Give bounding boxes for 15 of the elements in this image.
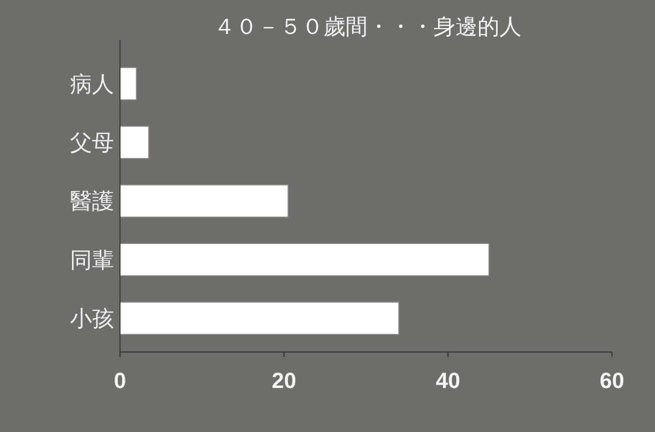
y-tick-label: 同輩 <box>70 248 114 274</box>
y-tick-label: 父母 <box>70 131 114 156</box>
y-tick-label: 小孩 <box>70 306 114 332</box>
x-tick-label: 60 <box>600 368 624 393</box>
bar <box>120 243 490 276</box>
x-tick-label: 40 <box>436 368 460 393</box>
bar <box>120 302 400 335</box>
x-tick-label: 20 <box>272 368 296 393</box>
y-tick-label: 醫護 <box>70 190 114 215</box>
chart-title: ４０－５０歲間・・・身邊的人 <box>214 15 522 40</box>
y-tick-label: 病人 <box>70 72 114 98</box>
bar <box>120 184 289 218</box>
x-tick-label: 0 <box>114 368 126 393</box>
bar <box>120 67 137 100</box>
bar <box>120 126 150 159</box>
